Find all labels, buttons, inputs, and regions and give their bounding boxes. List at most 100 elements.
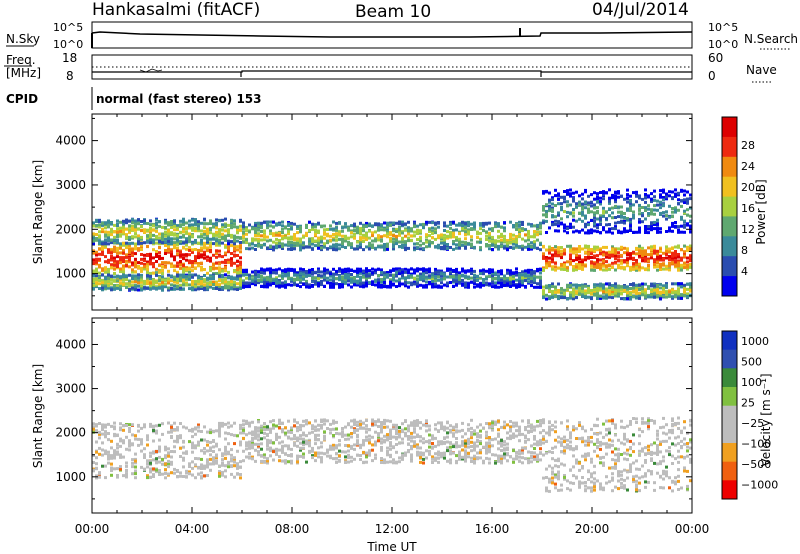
- power-cell: [425, 275, 428, 279]
- power-cell: [614, 268, 617, 272]
- power-cell: [632, 210, 635, 214]
- power-cell: [173, 228, 176, 232]
- power-cell: [134, 242, 137, 246]
- power-cell: [527, 236, 530, 239]
- power-cell: [305, 245, 308, 249]
- power-cell: [407, 231, 410, 235]
- power-cell: [179, 273, 182, 277]
- power-cell: [446, 224, 449, 228]
- power-cell: [686, 267, 689, 271]
- power-cell: [551, 283, 554, 287]
- power-cell: [557, 224, 560, 228]
- power-cell: [281, 234, 284, 238]
- power-cell: [209, 227, 212, 230]
- power-cell: [323, 274, 326, 278]
- power-cell: [173, 287, 176, 291]
- power-cell: [362, 223, 365, 227]
- power-cell: [107, 258, 110, 262]
- power-cell: [590, 219, 593, 222]
- power-cell: [623, 260, 626, 264]
- power-cell: [119, 226, 122, 230]
- power-cell: [305, 231, 308, 235]
- power-cell: [602, 245, 605, 249]
- power-cell: [587, 245, 590, 248]
- power-cell: [155, 237, 158, 241]
- power-cell: [155, 285, 158, 289]
- power-cell: [218, 279, 221, 283]
- power-cell: [191, 286, 194, 290]
- power-cell: [212, 237, 215, 241]
- power-cell: [335, 243, 338, 247]
- power-cell: [215, 230, 218, 234]
- power-cell: [614, 248, 617, 252]
- power-cell: [242, 226, 245, 230]
- power-cell: [563, 200, 566, 204]
- power-cell: [626, 200, 629, 204]
- power-cell: [569, 260, 572, 264]
- power-cell: [212, 274, 215, 278]
- power-cell: [629, 199, 632, 203]
- power-cell: [92, 232, 95, 236]
- power-cell: [185, 266, 188, 270]
- power-cell: [515, 267, 518, 271]
- power-cell: [119, 242, 122, 246]
- power-cell: [161, 265, 164, 269]
- power-cell: [185, 221, 188, 225]
- power-cell: [191, 223, 194, 227]
- power-cell: [341, 243, 344, 246]
- power-cell: [197, 282, 200, 286]
- power-cell: [269, 245, 272, 249]
- power-cell: [401, 238, 404, 242]
- power-cell: [416, 278, 419, 281]
- power-cell: [401, 231, 404, 235]
- power-cell: [284, 226, 287, 230]
- power-cell: [383, 282, 386, 286]
- power-cell: [482, 278, 485, 281]
- power-cell: [137, 234, 140, 238]
- power-cell: [683, 261, 686, 265]
- power-cell: [188, 253, 191, 257]
- power-cell: [653, 204, 656, 208]
- power-cell: [158, 282, 161, 286]
- power-cell: [551, 222, 554, 226]
- power-cell: [464, 237, 467, 241]
- power-cell: [275, 246, 278, 250]
- power-cell: [134, 277, 137, 281]
- power-cell: [524, 272, 527, 276]
- power-cell: [221, 269, 224, 273]
- power-cell: [380, 223, 383, 227]
- power-cell: [179, 279, 182, 283]
- power-cell: [398, 269, 401, 273]
- power-cell: [242, 240, 245, 244]
- power-cell: [206, 227, 209, 231]
- power-cell: [101, 268, 104, 272]
- power-cell: [545, 215, 548, 219]
- power-cell: [506, 268, 509, 272]
- power-cell: [95, 283, 98, 287]
- power-cell: [575, 229, 578, 233]
- power-cell: [629, 219, 632, 223]
- power-cell: [554, 204, 557, 207]
- power-cell: [605, 210, 608, 214]
- power-cell: [506, 248, 509, 252]
- power-cell: [368, 281, 371, 285]
- power-cell: [542, 219, 545, 223]
- power-cell: [341, 245, 344, 249]
- power-cell: [572, 294, 575, 298]
- power-cell: [128, 235, 131, 239]
- power-cell: [299, 245, 302, 249]
- power-cell: [218, 271, 221, 275]
- power-cell: [215, 224, 218, 228]
- power-cell: [665, 230, 668, 233]
- power-cell: [293, 247, 296, 251]
- power-cell: [587, 203, 590, 207]
- power-cell: [437, 236, 440, 240]
- power-cell: [245, 282, 248, 285]
- power-cell: [110, 249, 113, 253]
- power-cell: [386, 221, 389, 225]
- power-cell: [569, 284, 572, 288]
- power-cell: [311, 247, 314, 251]
- power-cell: [170, 241, 173, 244]
- power-cell: [263, 278, 266, 282]
- power-cell: [410, 283, 413, 287]
